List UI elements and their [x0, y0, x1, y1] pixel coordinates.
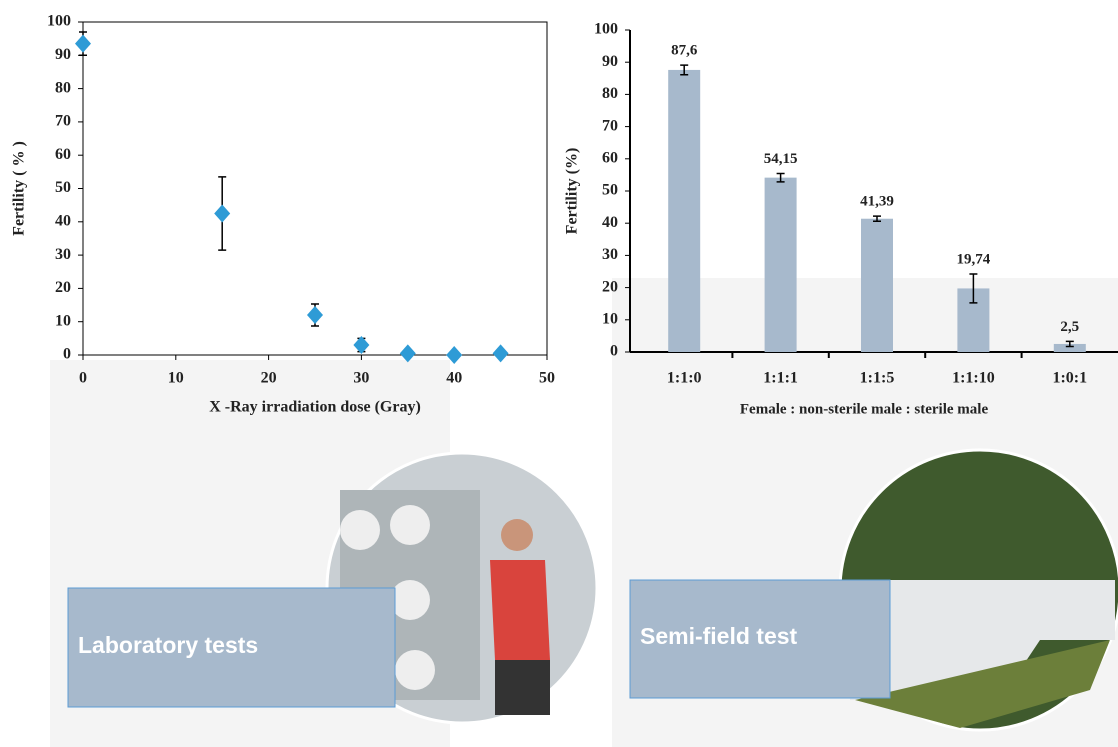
- x-tick-label: 1:1:1: [763, 370, 798, 387]
- x-tick-label: 10: [168, 370, 184, 387]
- label-box: [67, 587, 396, 708]
- y-tick-label: 0: [63, 346, 71, 363]
- y-axis-label: Fertility ( % ): [11, 141, 28, 236]
- y-tick-label: 80: [602, 85, 618, 102]
- bar: [668, 69, 701, 352]
- y-tick-label: 30: [602, 246, 618, 263]
- field-photo: [838, 448, 1118, 732]
- y-tick-label: 70: [55, 113, 71, 130]
- x-tick-label: 30: [353, 370, 369, 387]
- point: [492, 344, 509, 363]
- x-tick-label: 20: [261, 370, 277, 387]
- x-tick-label: 40: [446, 370, 462, 387]
- point: [75, 34, 91, 53]
- y-tick-label: 20: [602, 278, 618, 295]
- x-tick-label: 50: [539, 370, 555, 387]
- y-tick-label: 70: [602, 117, 618, 134]
- panel-label: Semi-field test: [640, 623, 798, 649]
- value-label: 54,15: [764, 151, 798, 167]
- x-tick-label: 1:1:10: [952, 370, 995, 387]
- bar: [1053, 343, 1086, 352]
- point: [214, 204, 231, 223]
- label-box: [629, 579, 891, 699]
- y-tick-label: 80: [55, 79, 71, 96]
- error-bar: [680, 64, 689, 76]
- y-tick-label: 20: [55, 279, 71, 296]
- y-axis-label: Fertility (%): [564, 148, 581, 235]
- value-label: 2,5: [1060, 319, 1079, 335]
- y-tick-label: 40: [55, 212, 71, 229]
- point: [399, 344, 416, 363]
- error-bar: [1065, 340, 1074, 348]
- y-tick-label: 0: [610, 343, 618, 360]
- error-bar: [969, 273, 978, 304]
- y-tick-label: 90: [602, 53, 618, 70]
- y-tick-label: 60: [602, 149, 618, 166]
- y-tick-label: 60: [55, 146, 71, 163]
- y-tick-label: 100: [47, 13, 71, 30]
- x-tick-label: 1:1:5: [860, 370, 895, 387]
- value-label: 19,74: [957, 251, 991, 267]
- x-tick-label: 0: [79, 370, 87, 387]
- bar: [861, 218, 893, 352]
- value-label: 87,6: [671, 43, 698, 59]
- value-label: 41,39: [860, 194, 894, 210]
- y-tick-label: 10: [55, 312, 71, 329]
- error-bar: [873, 215, 881, 223]
- point: [307, 306, 323, 325]
- error-bar: [776, 172, 785, 183]
- y-tick-label: 50: [602, 182, 618, 199]
- y-tick-label: 40: [602, 214, 618, 231]
- point: [353, 336, 370, 355]
- x-tick-label: 1:0:1: [1052, 370, 1087, 387]
- y-tick-label: 30: [55, 246, 71, 263]
- x-tick-label: 1:1:0: [667, 370, 702, 387]
- y-tick-label: 50: [55, 179, 71, 196]
- y-tick-label: 10: [602, 310, 618, 327]
- x-axis-label: Female : non-sterile male : sterile male: [740, 401, 989, 417]
- point: [446, 346, 463, 364]
- panel-label: Laboratory tests: [78, 632, 258, 658]
- x-axis-label: X -Ray irradiation dose (Gray): [209, 399, 421, 416]
- y-tick-label: 90: [55, 46, 71, 63]
- y-tick-label: 100: [594, 21, 618, 38]
- bar: [764, 177, 797, 352]
